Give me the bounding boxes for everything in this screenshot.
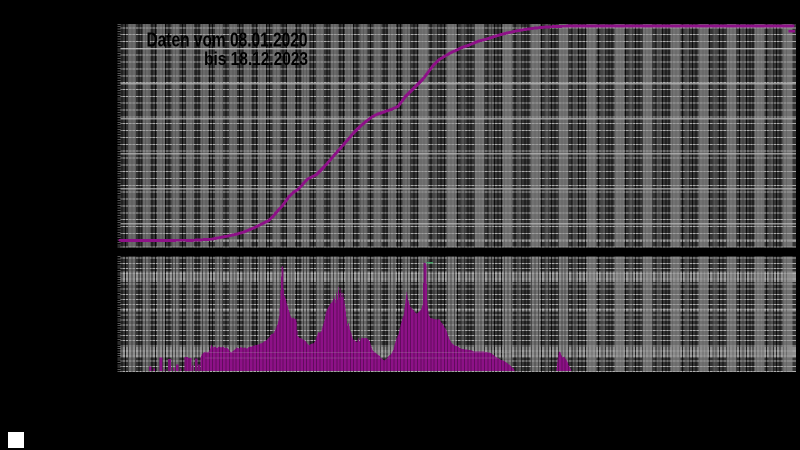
svg-text:bis 18.12.2023: bis 18.12.2023 bbox=[204, 49, 308, 69]
svg-text:Daten vom 08.01.2020: Daten vom 08.01.2020 bbox=[147, 30, 308, 52]
